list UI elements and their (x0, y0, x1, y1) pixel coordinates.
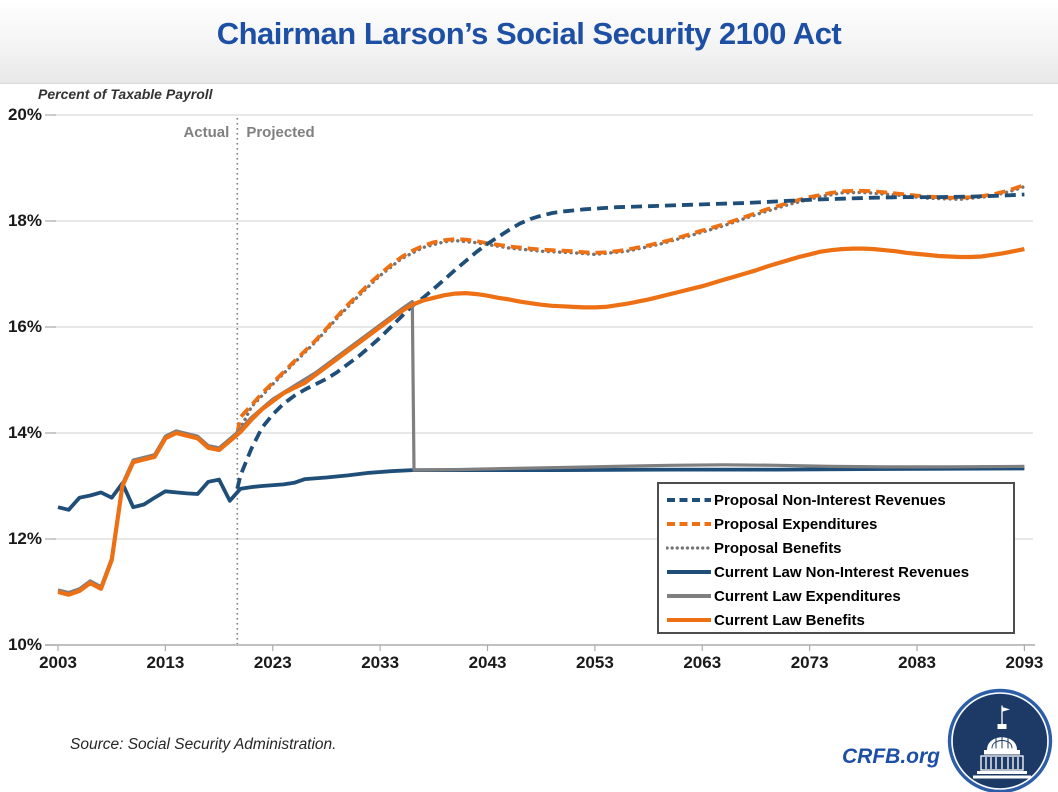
legend-line-sample (667, 618, 711, 622)
x-tick-label: 2023 (253, 653, 292, 672)
y-tick-label: 14% (7, 423, 42, 442)
series-proposal-expenditures (235, 183, 1026, 434)
y-tick-label: 16% (7, 317, 42, 336)
y-axis-title: Percent of Taxable Payroll (38, 86, 213, 102)
y-tick-label: 20% (7, 105, 42, 124)
legend-line-sample (667, 522, 711, 526)
legend-item: Proposal Benefits (666, 536, 1007, 560)
legend-line-sample (667, 498, 711, 502)
x-tick-label: 2043 (468, 653, 507, 672)
x-tick-label: 2063 (683, 653, 722, 672)
x-tick-label: 2093 (1005, 653, 1044, 672)
page-title: Chairman Larson’s Social Security 2100 A… (216, 16, 842, 51)
legend-item: Current Law Expenditures (666, 584, 1007, 608)
x-tick-label: 2013 (146, 653, 185, 672)
x-tick-label: 2033 (361, 653, 400, 672)
legend-item: Proposal Non-Interest Revenues (666, 488, 1007, 512)
capitol-icon (973, 705, 1031, 779)
legend-label: Current Law Non-Interest Revenues (714, 563, 970, 581)
x-tick-label: 2073 (790, 653, 829, 672)
header-band (0, 0, 1058, 84)
source-note: Source: Social Security Administration. (70, 736, 337, 753)
data-series (57, 183, 1027, 597)
series-current-law-benefits (57, 246, 1025, 597)
series-proposal-benefits (235, 184, 1027, 437)
y-tick-label: 18% (7, 211, 42, 230)
x-tick-label: 2053 (575, 653, 614, 672)
y-tick-label: 12% (7, 529, 42, 548)
x-tick-label: 2003 (39, 653, 77, 672)
legend-label: Proposal Benefits (714, 539, 842, 557)
projected-label: Projected (246, 124, 315, 141)
legend-label: Proposal Non-Interest Revenues (714, 491, 946, 509)
legend-item: Current Law Non-Interest Revenues (666, 560, 1007, 584)
legend-item: Current Law Benefits (666, 608, 1007, 632)
axes (45, 114, 1035, 651)
legend-line-sample (667, 594, 711, 598)
legend-label: Current Law Expenditures (714, 587, 901, 605)
legend-label: Current Law Benefits (714, 611, 865, 629)
gridlines (52, 114, 1033, 540)
series-proposal-non-interest-revenues (235, 192, 1025, 490)
legend-label: Proposal Expenditures (714, 515, 878, 533)
legend-item: Proposal Expenditures (666, 512, 1007, 536)
legend: Proposal Non-Interest Revenues Proposal E… (657, 482, 1015, 634)
y-tick-label: 10% (7, 635, 42, 654)
actual-label: Actual (183, 124, 230, 141)
x-tick-label: 2083 (898, 653, 936, 672)
legend-line-sample (667, 570, 711, 574)
brand-text: CRFB.org (842, 745, 940, 768)
crfb-logo (946, 687, 1054, 792)
legend-line-sample (666, 546, 712, 550)
